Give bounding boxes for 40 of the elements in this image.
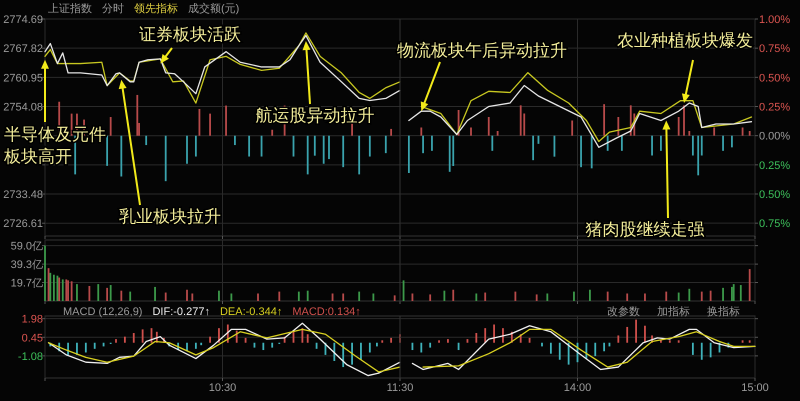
x-tick-label: 15:00 — [741, 382, 769, 394]
y-tick-label: 0.50% — [759, 189, 790, 201]
annotation: 物流板块午后异动拉升 — [397, 41, 567, 60]
y-tick-label: 19.7亿 — [10, 278, 43, 290]
y-tick-label: 0.25% — [759, 102, 790, 114]
x-tick-label: 11:30 — [386, 382, 414, 394]
y-tick-label: 2760.95 — [3, 72, 43, 84]
y-tick-label: 39.3亿 — [10, 259, 43, 272]
chart-title: MACD (12,26,9) — [63, 306, 142, 318]
annotation: 农业种植板块爆发 — [617, 31, 753, 50]
annotation: 换指标 — [707, 306, 740, 318]
y-tick-label: 0.00% — [759, 130, 790, 143]
y-tick-label: 0.50% — [759, 72, 790, 84]
y-tick-label: 0.75% — [759, 218, 790, 230]
annotation: 证券板块活跃 — [139, 25, 241, 44]
text: 成交额(元) — [188, 2, 240, 15]
y-tick-label: 2726.61 — [3, 218, 43, 230]
x-tick-label: 10:30 — [208, 382, 236, 394]
annotation: 加指标 — [657, 305, 690, 318]
annotation: 乳业板块拉升 — [119, 207, 221, 226]
y-tick-label: 2733.48 — [3, 189, 43, 202]
series-label: MACD:0.134↑ — [292, 306, 361, 318]
y-tick-label: -1.08 — [18, 350, 43, 363]
text: 上证指数 — [48, 2, 92, 15]
text: 分时 — [102, 2, 124, 15]
series-label: DIF:-0.277↑ — [152, 306, 210, 318]
x-tick-label: 14:00 — [564, 382, 592, 394]
y-tick-label: 0.75% — [759, 43, 790, 56]
annotation: 猪肉股继续走强 — [586, 220, 704, 239]
series-label: DEA:-0.344↑ — [220, 306, 282, 318]
y-tick-label: 1.98 — [22, 314, 43, 326]
y-tick-label: 0.45 — [22, 332, 43, 344]
annotation: 改参数 — [607, 305, 640, 318]
text: 领先指标 — [134, 2, 178, 15]
y-tick-label: 0.25% — [759, 160, 790, 172]
y-tick-label: 2774.69 — [3, 14, 43, 26]
y-tick-label: 59.0亿 — [10, 240, 43, 253]
y-tick-label: 2754.08 — [3, 102, 43, 114]
y-tick-label: 2767.82 — [3, 43, 43, 56]
y-tick-label: 1.00% — [759, 14, 790, 26]
